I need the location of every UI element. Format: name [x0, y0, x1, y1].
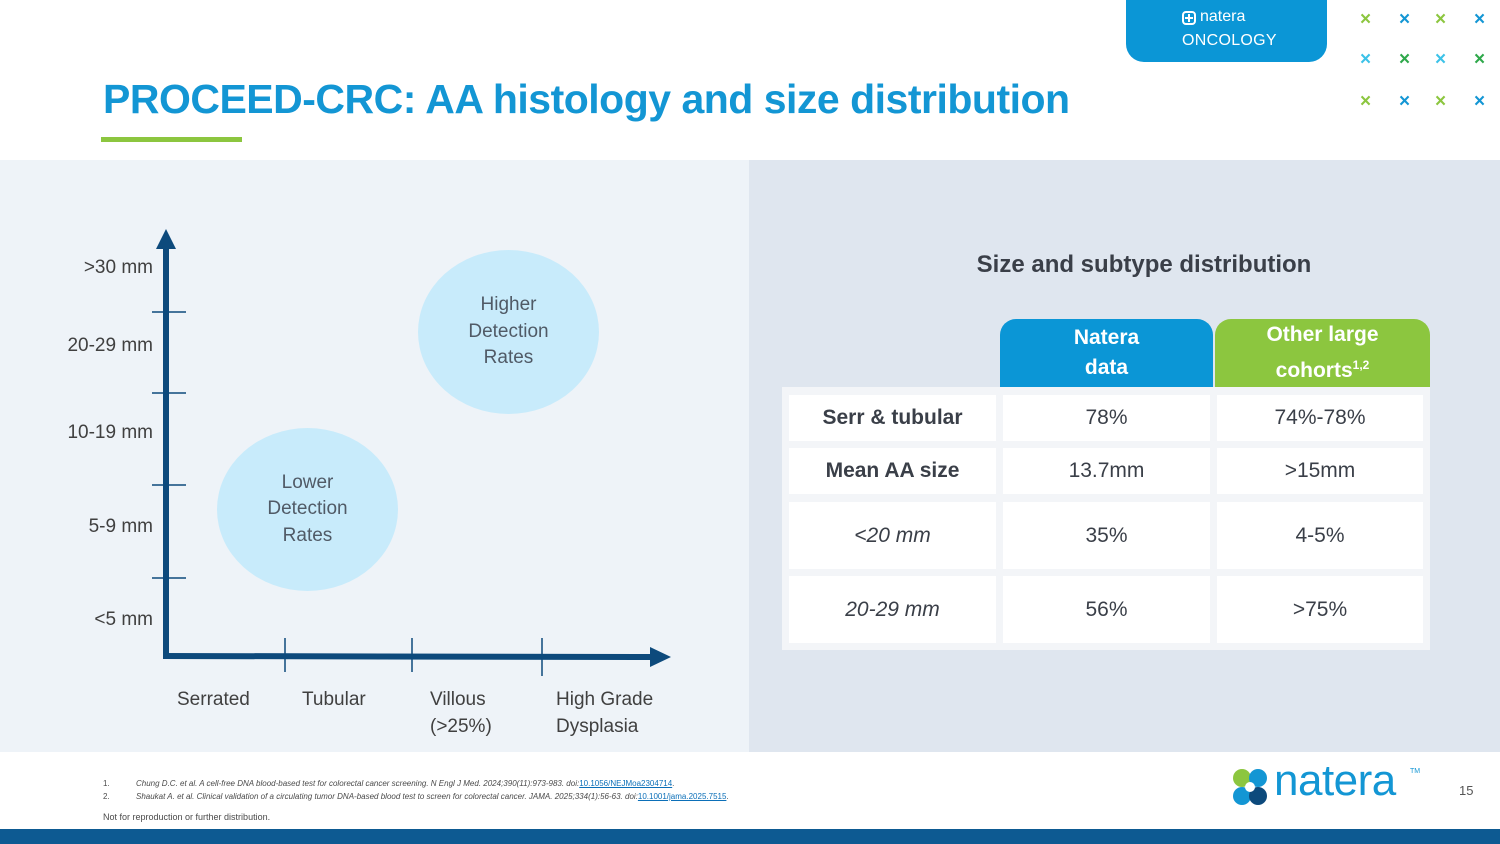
doi-link[interactable]: 10.1056/NEJMoa2304714	[579, 779, 673, 788]
col-header-other-cohorts: Other large cohorts1,2	[1215, 319, 1430, 387]
decorative-x-icon: ×	[1399, 49, 1411, 70]
x-label-line1: Tubular	[302, 689, 366, 710]
col-header-line2: data	[1084, 356, 1129, 379]
reference-number: 2.	[103, 792, 110, 801]
decorative-x-icon: ×	[1360, 9, 1372, 30]
cell-natera: 56%	[1003, 576, 1210, 643]
higher-detection-bubble: Higher Detection Rates	[418, 250, 599, 414]
x-label-villous: Villous (>25%)	[430, 686, 492, 740]
cell-other: >75%	[1217, 576, 1423, 643]
reference-text: Shaukat A. et al. Clinical validation of…	[136, 792, 638, 801]
decorative-x-icon: ×	[1474, 9, 1486, 30]
logo-wordmark: natera	[1274, 756, 1396, 805]
col-header-line2: cohorts1,2	[1275, 358, 1370, 382]
brand-tab-sub: ONCOLOGY	[1182, 32, 1277, 49]
page-title: PROCEED-CRC: AA histology and size distr…	[103, 76, 1070, 122]
bubble-text: Higher	[480, 294, 537, 316]
decorative-x-icon: ×	[1399, 91, 1411, 112]
bubble-text: Rates	[483, 347, 534, 369]
decorative-x-icon: ×	[1360, 91, 1372, 112]
x-label-tubular: Tubular	[302, 686, 366, 713]
col-header-line1: Other large	[1266, 323, 1379, 346]
x-label-line1: Serrated	[177, 689, 250, 710]
brand-tab-name: natera	[1200, 8, 1246, 25]
decorative-x-icon: ×	[1474, 49, 1486, 70]
cell-other: 4-5%	[1217, 502, 1423, 569]
x-axis-ticks	[284, 638, 543, 676]
x-axis	[162, 653, 653, 660]
lower-detection-bubble: Lower Detection Rates	[217, 428, 398, 591]
citation-superscript: 1,2	[1352, 358, 1370, 372]
natera-logo-icon	[1233, 769, 1267, 805]
decorative-x-icon: ×	[1435, 49, 1447, 70]
row-label-mean-aa-size: Mean AA size	[789, 448, 996, 494]
row-label-20-29mm: 20-29 mm	[789, 576, 996, 643]
logo-trademark: TM	[1410, 768, 1421, 775]
title-underline	[101, 137, 242, 142]
x-label-serrated: Serrated	[177, 686, 250, 713]
bubble-text: Rates	[282, 524, 333, 546]
cell-other: 74%-78%	[1217, 395, 1423, 441]
decorative-x-icon: ×	[1435, 9, 1447, 30]
brand-tab: natera ONCOLOGY	[1126, 0, 1327, 62]
reference-tail: .	[726, 792, 729, 801]
cell-other: >15mm	[1217, 448, 1423, 494]
bottom-bar	[0, 829, 1500, 844]
y-label-30mm: >30 mm	[83, 257, 153, 278]
page-number: 15	[1459, 783, 1474, 798]
y-label-under-5mm: <5 mm	[94, 609, 153, 630]
reference-number: 1.	[103, 779, 110, 788]
y-label-20-29mm: 20-29 mm	[67, 335, 153, 356]
row-label-serr-tubular: Serr & tubular	[789, 395, 996, 441]
x-label-line1: Villous	[430, 689, 486, 710]
row-label-under-20mm: <20 mm	[789, 502, 996, 569]
decorative-x-icon: ×	[1474, 91, 1486, 112]
decorative-x-icon: ×	[1435, 91, 1447, 112]
y-axis-arrowhead	[156, 229, 176, 249]
col-header-line1: Natera	[1073, 326, 1140, 349]
references: 1. Chung D.C. et al. A cell-free DNA bloo…	[103, 777, 729, 803]
cell-natera: 78%	[1003, 395, 1210, 441]
bubble-text: Detection	[267, 498, 348, 520]
y-label-10-19mm: 10-19 mm	[67, 422, 153, 443]
decorative-x-icon: ×	[1399, 9, 1411, 30]
natera-mark-icon	[1182, 11, 1196, 25]
cell-natera: 35%	[1003, 502, 1210, 569]
reference-1: 1. Chung D.C. et al. A cell-free DNA bloo…	[103, 777, 729, 790]
doi-link[interactable]: 10.1001/jama.2025.7515	[637, 792, 727, 801]
y-axis-ticks	[152, 311, 186, 579]
reference-text: Chung D.C. et al. A cell-free DNA blood-…	[136, 779, 580, 788]
x-label-high-grade-dysplasia: High Grade Dysplasia	[556, 686, 653, 740]
bubble-text: Detection	[468, 320, 549, 342]
diagram-axes	[152, 229, 671, 676]
x-label-line1: High Grade	[556, 689, 654, 710]
x-label-line2: (>25%)	[430, 716, 492, 737]
y-label-5-9mm: 5-9 mm	[88, 516, 153, 537]
bubble-text: Lower	[281, 471, 334, 493]
disclaimer: Not for reproduction or further distribu…	[103, 812, 271, 822]
decorative-x-icon: ×	[1360, 49, 1372, 70]
col-header-natera: Natera data	[1000, 319, 1213, 387]
reference-2: 2. Shaukat A. et al. Clinical validation …	[103, 790, 729, 803]
table-title: Size and subtype distribution	[976, 251, 1312, 278]
x-axis-arrowhead	[650, 647, 671, 667]
x-label-line2: Dysplasia	[556, 716, 639, 737]
reference-tail: .	[672, 779, 675, 788]
cell-natera: 13.7mm	[1003, 448, 1210, 494]
